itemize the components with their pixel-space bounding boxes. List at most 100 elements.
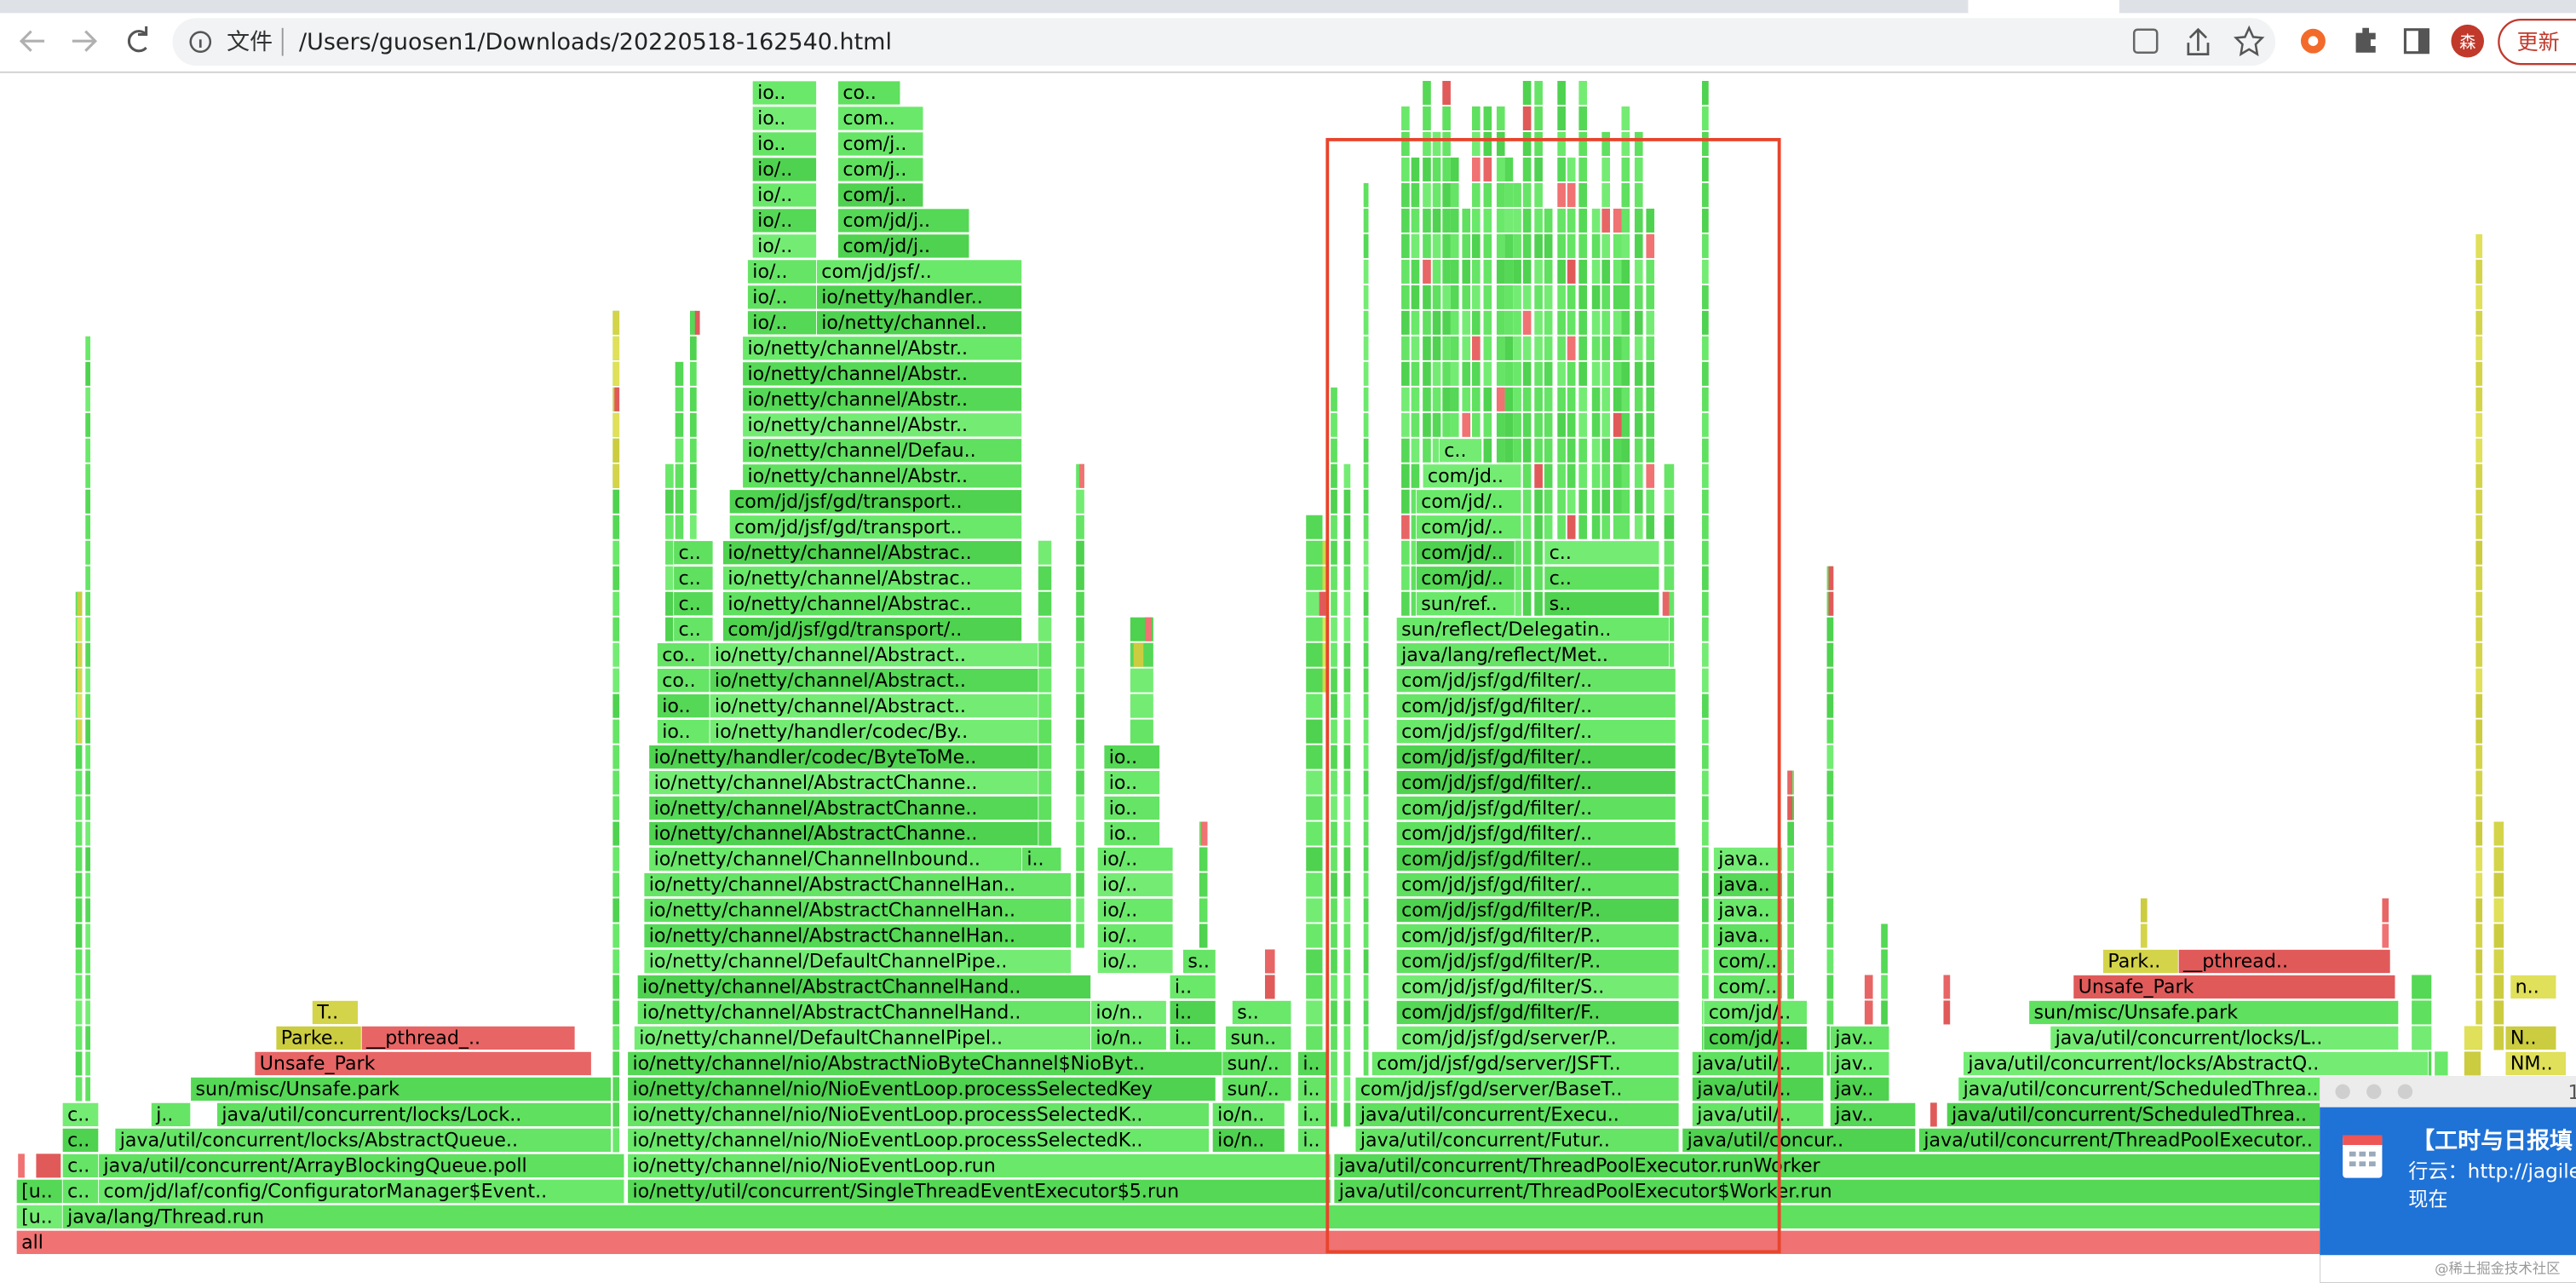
frame[interactable] — [673, 591, 714, 617]
frame[interactable] — [98, 1153, 625, 1178]
frame[interactable] — [648, 847, 1022, 872]
frame[interactable] — [2073, 975, 2396, 999]
frame[interactable] — [1395, 745, 1676, 770]
frame[interactable] — [1096, 898, 1174, 923]
frame[interactable] — [1544, 591, 1660, 617]
frame[interactable] — [1692, 1076, 1825, 1102]
frame[interactable] — [742, 336, 1022, 361]
frame[interactable] — [1958, 1076, 2326, 1102]
frame[interactable] — [15, 1178, 63, 1204]
frame[interactable] — [2510, 975, 2557, 999]
frame[interactable] — [1395, 923, 1680, 948]
frame[interactable] — [1096, 872, 1174, 897]
frame[interactable] — [747, 285, 817, 310]
frame[interactable] — [2102, 949, 2179, 974]
frame[interactable] — [1439, 438, 1482, 463]
frame[interactable] — [627, 1102, 1210, 1127]
frame[interactable] — [673, 566, 714, 591]
frame[interactable] — [751, 131, 817, 157]
frame[interactable] — [837, 106, 924, 131]
frame[interactable] — [360, 1026, 576, 1050]
frame[interactable] — [1096, 847, 1174, 872]
frame[interactable] — [1225, 1026, 1292, 1050]
frame[interactable] — [1371, 1051, 1680, 1076]
frame[interactable] — [1090, 1000, 1167, 1025]
frame[interactable] — [627, 1178, 1331, 1204]
frame[interactable] — [1416, 591, 1515, 617]
frame[interactable] — [254, 1051, 592, 1076]
frame[interactable] — [837, 157, 924, 182]
frame[interactable] — [1021, 847, 1062, 872]
frame[interactable] — [747, 310, 817, 336]
frame[interactable] — [1422, 463, 1522, 489]
translate-icon[interactable] — [2132, 28, 2159, 54]
frame[interactable] — [643, 898, 1072, 923]
address-bar[interactable] — [172, 18, 2276, 66]
frame[interactable] — [2050, 1026, 2400, 1050]
frame[interactable] — [627, 1127, 1210, 1153]
frame[interactable] — [1830, 1102, 1917, 1127]
frame[interactable] — [1211, 1127, 1285, 1153]
reload-button[interactable] — [127, 26, 148, 53]
frame[interactable] — [1182, 949, 1216, 974]
frame[interactable] — [742, 412, 1022, 438]
frame[interactable] — [709, 668, 1039, 693]
frame[interactable] — [1395, 642, 1670, 668]
frame[interactable] — [15, 1204, 63, 1229]
frame[interactable] — [1416, 489, 1522, 515]
frame[interactable] — [1395, 898, 1680, 923]
frame[interactable] — [751, 157, 817, 182]
frame[interactable] — [673, 617, 714, 642]
frame[interactable] — [190, 1076, 612, 1102]
frame[interactable] — [1232, 1000, 1292, 1025]
frame[interactable] — [61, 1204, 2576, 1229]
frame[interactable] — [1395, 1026, 1680, 1050]
frame[interactable] — [722, 617, 1022, 642]
frame[interactable] — [1103, 745, 1160, 770]
frame[interactable] — [816, 285, 1022, 310]
frame[interactable] — [1169, 1000, 1216, 1025]
frame[interactable] — [1395, 796, 1676, 820]
frame[interactable] — [1830, 1051, 1890, 1076]
extensions-button[interactable] — [2355, 27, 2376, 53]
frame[interactable] — [2504, 1026, 2557, 1050]
frame[interactable] — [1692, 1102, 1825, 1127]
frame[interactable] — [722, 566, 1022, 591]
frame[interactable] — [728, 515, 1022, 540]
frame[interactable] — [627, 1076, 1216, 1102]
frame[interactable] — [643, 872, 1072, 897]
frame[interactable] — [648, 821, 1039, 846]
frame[interactable] — [709, 642, 1039, 668]
frame[interactable] — [1544, 540, 1660, 566]
frame[interactable] — [1169, 1026, 1216, 1050]
frame[interactable] — [648, 770, 1039, 796]
notification[interactable]: 1 【工时与日报填 行云：http://jagile. 现在 — [2320, 1076, 2576, 1283]
frame[interactable] — [98, 1178, 625, 1204]
frame[interactable] — [657, 693, 710, 719]
frame[interactable] — [1713, 949, 1783, 974]
frame[interactable] — [2028, 1000, 2400, 1025]
frame[interactable] — [837, 208, 970, 233]
frame[interactable] — [643, 949, 1072, 974]
frame[interactable] — [114, 1127, 612, 1153]
frame[interactable] — [1354, 1102, 1680, 1127]
frame[interactable] — [648, 745, 1039, 770]
profile-avatar[interactable] — [2451, 24, 2484, 58]
frame[interactable] — [816, 259, 1022, 285]
frame[interactable] — [1222, 1051, 1292, 1076]
frame[interactable] — [1354, 1127, 1680, 1153]
frame[interactable] — [1395, 719, 1676, 745]
frame[interactable] — [627, 1153, 1331, 1178]
frame[interactable] — [1395, 693, 1676, 719]
frame[interactable] — [1103, 770, 1160, 796]
frame[interactable] — [1297, 1127, 1328, 1153]
frame[interactable] — [1395, 770, 1676, 796]
frame[interactable] — [751, 106, 817, 131]
frame[interactable] — [1395, 975, 1680, 999]
frame[interactable] — [15, 1229, 2576, 1255]
frame[interactable] — [742, 361, 1022, 387]
frame[interactable] — [1963, 1051, 2429, 1076]
frame[interactable] — [275, 1026, 362, 1050]
back-button[interactable] — [19, 30, 45, 52]
frame[interactable] — [816, 310, 1022, 336]
